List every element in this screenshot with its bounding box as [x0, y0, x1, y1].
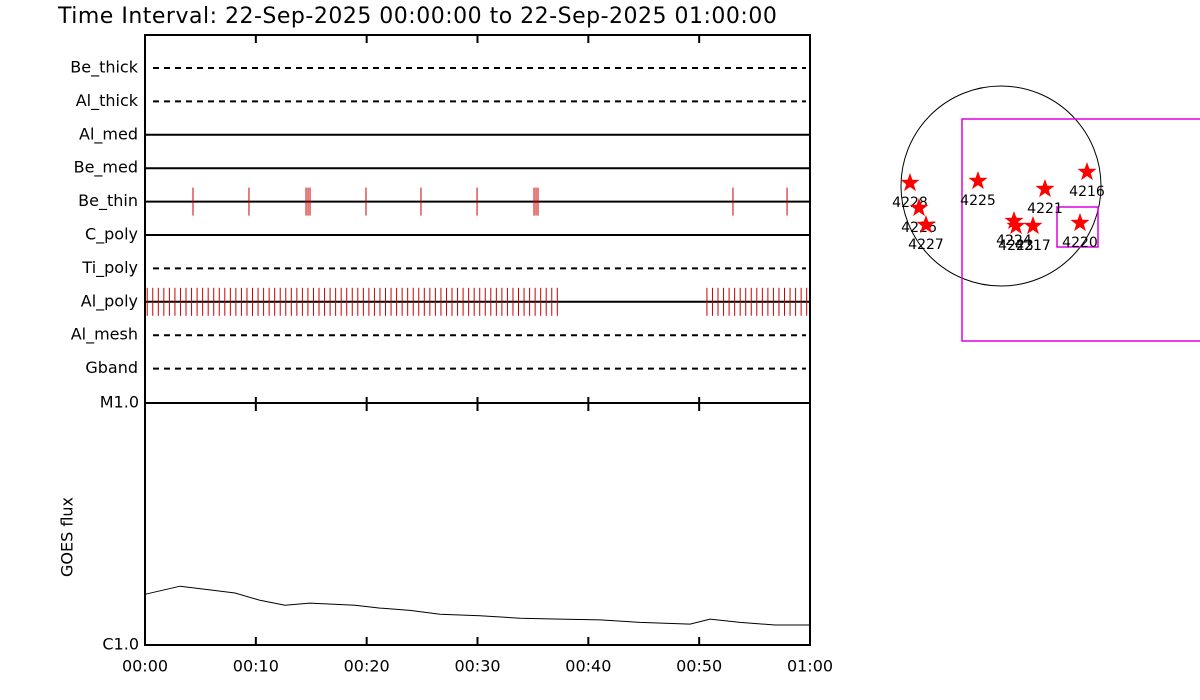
region-label: 4221 [1027, 201, 1063, 217]
region-star [1006, 216, 1026, 235]
y-tick-label: C1.0 [102, 635, 139, 654]
row-label: Al_thick [76, 91, 139, 111]
row-label: Ti_poly [81, 258, 138, 278]
x-tick-label: 00:40 [565, 657, 611, 676]
row-label: Be_med [74, 158, 138, 178]
fov-box [961, 118, 1200, 342]
x-tick-label: 00:30 [454, 657, 500, 676]
x-tick-label: 00:00 [122, 657, 168, 676]
target-box [1056, 206, 1099, 248]
region-label: 4223 [998, 238, 1034, 254]
region-star [1077, 162, 1097, 181]
row-label: Be_thin [78, 191, 138, 211]
region-star [909, 198, 929, 217]
chart-title: Time Interval: 22-Sep-2025 00:00:00 to 2… [57, 4, 777, 29]
y-axis-label: GOES flux [58, 497, 77, 577]
row-label: Al_poly [81, 291, 138, 311]
timeline-frame [144, 34, 811, 404]
region-label: 4217 [1015, 238, 1051, 254]
goes-curve [144, 585, 810, 626]
row-label: Al_med [79, 124, 138, 144]
region-star [1035, 179, 1055, 198]
goes-frame [144, 402, 811, 646]
region-label: 4220 [1062, 235, 1098, 251]
region-star [968, 171, 988, 190]
region-star [900, 173, 920, 192]
x-tick-label: 00:20 [344, 657, 390, 676]
row-label: Gband [85, 358, 138, 377]
solar-disk [900, 85, 1102, 287]
region-star [916, 215, 936, 234]
region-label: 4225 [960, 193, 996, 209]
x-tick-label: 00:50 [676, 657, 722, 676]
region-star [1004, 211, 1024, 230]
y-tick-label: M1.0 [100, 393, 139, 412]
region-star [1070, 213, 1090, 232]
row-label: C_poly [85, 225, 138, 245]
region-star [1023, 216, 1043, 235]
x-tick-label: 00:10 [233, 657, 279, 676]
region-label: 4227 [908, 237, 944, 253]
row-label: Be_thick [70, 58, 138, 78]
x-tick-label: 01:00 [787, 657, 833, 676]
region-label: 4216 [1069, 184, 1105, 200]
region-label: 4224 [996, 233, 1032, 249]
row-label: Al_mesh [71, 325, 138, 345]
